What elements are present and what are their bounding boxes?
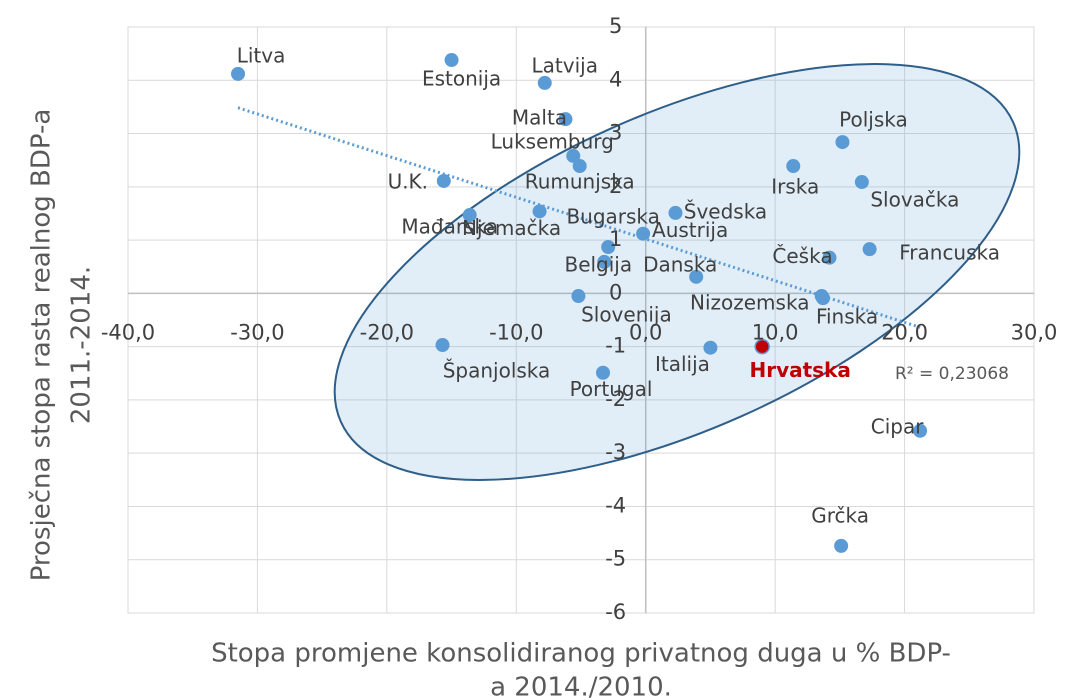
point <box>444 53 459 68</box>
point-label: Irska <box>771 175 819 199</box>
point-label: Španjolska <box>443 359 551 383</box>
point-label: Slovačka <box>870 188 959 212</box>
y-tick-label: -4 <box>605 493 626 517</box>
point <box>862 242 877 257</box>
point-label: Latvija <box>532 53 598 77</box>
y-tick-label: 2 <box>609 174 622 198</box>
x-tick-label: -40,0 <box>101 320 155 344</box>
point <box>596 365 611 380</box>
point <box>435 338 450 353</box>
point-label: Austrija <box>652 218 728 242</box>
point <box>558 112 573 127</box>
y-tick-label: 0 <box>609 280 622 304</box>
point <box>462 208 477 223</box>
y-tick-label: -2 <box>605 387 626 411</box>
x-axis-title: Stopa promjene konsolidiranog privatnog … <box>211 639 951 669</box>
point <box>822 250 837 265</box>
point <box>601 240 616 255</box>
x-tick-label: -20,0 <box>360 320 414 344</box>
x-tick-label: 20,0 <box>881 320 928 344</box>
point <box>597 254 612 269</box>
point <box>689 269 704 284</box>
point-label: Slovenija <box>581 303 672 327</box>
point-label: Belgija <box>564 252 632 276</box>
point <box>537 75 552 90</box>
point-label: Nizozemska <box>690 291 809 315</box>
point <box>703 340 718 355</box>
point-label: Rumunjska <box>525 170 635 194</box>
point-label: Litva <box>237 43 286 67</box>
y-tick-label: -5 <box>605 547 626 571</box>
point <box>532 204 547 219</box>
point-label: Luksemburg <box>491 129 614 153</box>
x-axis-title: a 2014./2010. <box>490 673 672 700</box>
y-tick-label: -3 <box>605 440 626 464</box>
point-label: Češka <box>772 244 832 268</box>
y-tick-label: 1 <box>609 227 622 251</box>
y-tick-label: -6 <box>605 600 626 624</box>
point <box>436 173 451 188</box>
y-tick-label: 3 <box>609 121 622 145</box>
point <box>816 291 831 306</box>
point <box>571 289 586 304</box>
y-tick-label: 5 <box>609 14 622 38</box>
point <box>854 175 869 190</box>
point-label: Estonija <box>422 67 501 91</box>
point <box>913 423 928 438</box>
point <box>754 338 770 355</box>
y-tick-label: 4 <box>609 67 622 91</box>
point <box>636 226 651 241</box>
point-label: Cipar <box>871 414 924 438</box>
point-label: Portugal <box>570 377 653 401</box>
point-label: Njemačka <box>462 216 561 240</box>
point-label: Francuska <box>899 241 1000 265</box>
point-label: Italija <box>655 352 710 376</box>
point-label: Poljska <box>839 108 908 132</box>
point-label: U.K. <box>388 169 428 193</box>
point <box>834 538 849 553</box>
point-label: Malta <box>512 106 567 130</box>
x-tick-label: 0,0 <box>629 320 662 344</box>
point <box>572 159 587 174</box>
x-tick-label: -10,0 <box>489 320 543 344</box>
point <box>835 135 850 150</box>
y-axis-title: Prosječna stopa rasta realnog BDP-a <box>27 109 57 582</box>
point-label: Danska <box>643 252 717 276</box>
x-tick-label: 30,0 <box>1011 320 1058 344</box>
point <box>566 148 581 163</box>
point-label: Grčka <box>811 503 869 527</box>
r-squared: R² = 0,23068 <box>895 364 1009 384</box>
point-label: Hrvatska <box>749 358 850 382</box>
highlight-ellipse <box>333 63 1021 481</box>
point-label: Mađarska <box>401 215 498 239</box>
point-label: Bugarska <box>566 205 659 229</box>
x-tick-label: 10,0 <box>752 320 799 344</box>
y-axis-title: 2011.-2014. <box>67 266 97 424</box>
point <box>786 159 801 174</box>
point <box>231 66 246 81</box>
point <box>668 205 683 220</box>
x-tick-label: -30,0 <box>230 320 284 344</box>
y-tick-label: -1 <box>605 334 626 358</box>
point-label: Švedska <box>684 199 767 223</box>
point-label: Finska <box>816 305 878 329</box>
